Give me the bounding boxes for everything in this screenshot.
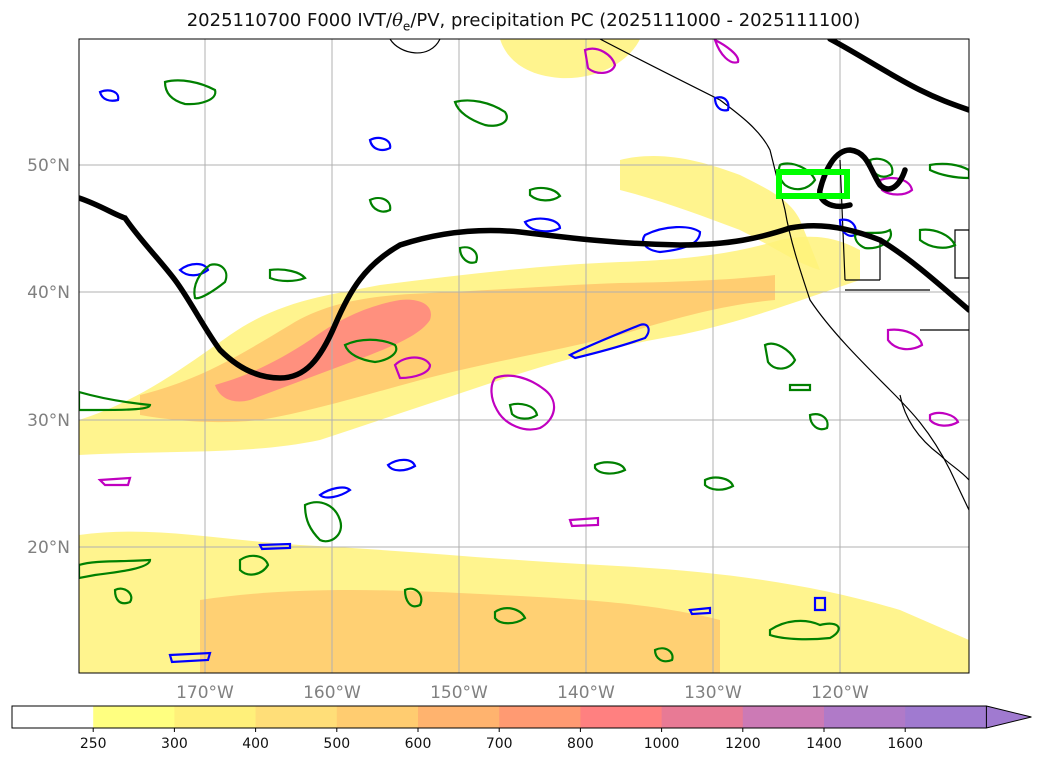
colorbar-tick-label: 250: [80, 736, 107, 752]
colorbar-tick-label: 1000: [644, 736, 680, 752]
map-title: 2025110700 F000 IVT/θe/PV, precipitation…: [0, 10, 1047, 34]
lon-label-150w: 150°W: [430, 683, 488, 703]
colorbar-tick-label: 500: [323, 736, 350, 752]
colorbar-tick-label: 800: [567, 736, 594, 752]
ivt-band-south-mid: [200, 590, 720, 673]
colorbar-tick-label: 400: [242, 736, 269, 752]
lon-label-140w: 140°W: [557, 683, 615, 703]
colorbar-tick-label: 600: [405, 736, 432, 752]
title-suffix: /PV, precipitation PC (2025111000 - 2025…: [410, 10, 861, 31]
pv-contours-blue: [98, 89, 857, 664]
colorbar-segment: [12, 706, 94, 728]
lon-label-130w: 130°W: [684, 683, 742, 703]
title-theta-sub: e: [402, 19, 411, 34]
colorbar-extend-arrow: [985, 705, 1032, 729]
colorbar-tick-label: 700: [486, 736, 513, 752]
ivt-band-mid: [140, 275, 775, 423]
lat-label-20n: 20°N: [27, 538, 70, 558]
ivt-band-coast: [620, 155, 820, 270]
ivt-shading: [79, 39, 969, 673]
theta-e-contours: [79, 79, 969, 663]
colorbar-segment: [255, 706, 338, 728]
target-region-box: [776, 169, 850, 199]
lon-label-120w: 120°W: [811, 683, 869, 703]
colorbar-segment: [824, 706, 906, 728]
jet-line: [79, 39, 969, 381]
ivt-north: [500, 39, 640, 79]
map-panel: [79, 39, 969, 673]
colorbar-segment: [742, 706, 825, 728]
title-theta: θ: [392, 10, 403, 31]
lat-label-50n: 50°N: [27, 156, 70, 176]
lat-label-30n: 30°N: [27, 411, 70, 431]
colorbar-segment: [499, 706, 581, 728]
colorbar-segment: [905, 706, 987, 728]
map-frame: [78, 38, 970, 674]
pv-contours-magenta: [97, 39, 960, 528]
colorbar-tick-label: 1600: [887, 736, 923, 752]
title-prefix: 2025110700 F000 IVT/: [186, 10, 393, 31]
lon-label-170w: 170°W: [176, 683, 234, 703]
lat-label-40n: 40°N: [27, 283, 70, 303]
colorbar-segment: [174, 706, 257, 728]
colorbar-segment: [580, 706, 663, 728]
colorbar-segment: [336, 706, 419, 728]
colorbar-tick-label: 1200: [725, 736, 761, 752]
colorbar-segment: [661, 706, 744, 728]
colorbar: 250 300 400 500 600 700 800 1000 1200 1400 1600: [11, 705, 1032, 752]
latitude-labels: 50°N 40°N 30°N 20°N: [27, 156, 70, 558]
colorbar-tick-label: 300: [161, 736, 188, 752]
colorbar-tick-label: 1400: [806, 736, 842, 752]
longitude-labels: 170°W 160°W 150°W 140°W 130°W 120°W: [176, 683, 869, 703]
colorbar-segment: [418, 706, 500, 728]
colorbar-segment: [93, 706, 175, 728]
lon-label-160w: 160°W: [303, 683, 361, 703]
